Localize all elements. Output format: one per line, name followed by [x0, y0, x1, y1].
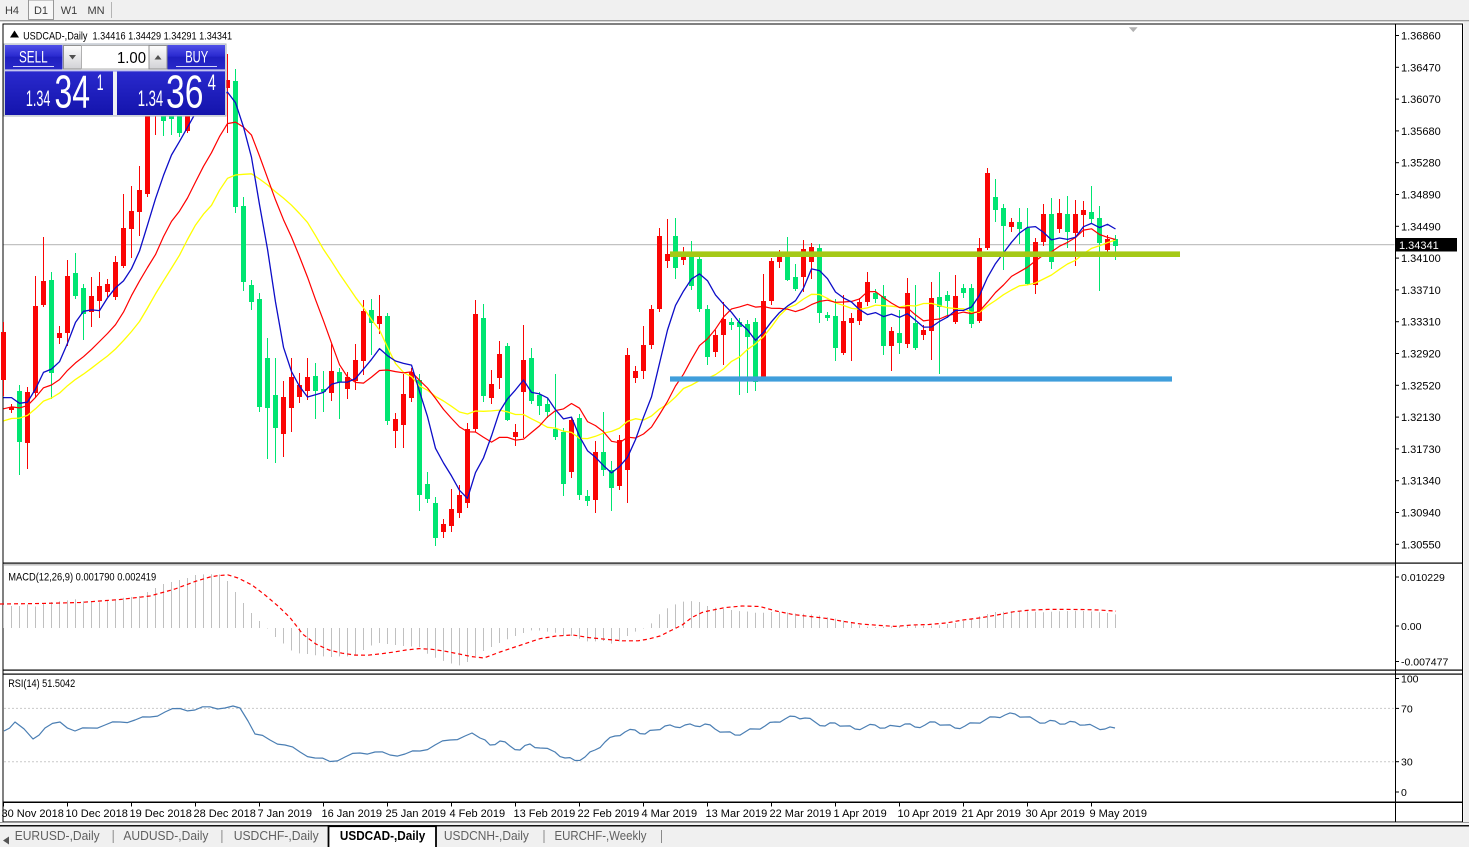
svg-text:1 Apr 2019: 1 Apr 2019 [834, 808, 887, 820]
svg-text:1.34890: 1.34890 [1401, 190, 1441, 202]
svg-text:RSI(14) 51.5042: RSI(14) 51.5042 [8, 678, 75, 690]
svg-text:USDCNH-,Daily: USDCNH-,Daily [444, 828, 530, 843]
svg-text:13 Feb 2019: 13 Feb 2019 [514, 808, 576, 820]
svg-text:1.32130: 1.32130 [1401, 412, 1441, 424]
svg-text:1.34100: 1.34100 [1401, 253, 1441, 265]
svg-text:1.33310: 1.33310 [1401, 317, 1441, 329]
svg-text:25 Jan 2019: 25 Jan 2019 [386, 808, 447, 820]
svg-text:7 Jan 2019: 7 Jan 2019 [258, 808, 312, 820]
svg-text:22 Mar 2019: 22 Mar 2019 [770, 808, 832, 820]
svg-text:28 Dec 2018: 28 Dec 2018 [194, 808, 256, 820]
svg-text:36: 36 [166, 66, 203, 118]
svg-text:USDCAD-,Daily 1.34416 1.34429: USDCAD-,Daily 1.34416 1.34429 1.34291 1.… [23, 31, 232, 43]
svg-text:MACD(12,26,9) 0.001790 0.00241: MACD(12,26,9) 0.001790 0.002419 [8, 572, 156, 584]
svg-text:1.34490: 1.34490 [1401, 221, 1441, 233]
svg-text:W1: W1 [61, 5, 78, 17]
svg-text:0.010229: 0.010229 [1401, 572, 1445, 584]
svg-text:D1: D1 [34, 5, 48, 17]
svg-text:19 Dec 2018: 19 Dec 2018 [130, 808, 192, 820]
svg-text:1.31730: 1.31730 [1401, 444, 1441, 456]
svg-text:4 Mar 2019: 4 Mar 2019 [642, 808, 698, 820]
svg-text:EURUSD-,Daily: EURUSD-,Daily [15, 828, 101, 843]
svg-text:30 Nov 2018: 30 Nov 2018 [2, 808, 64, 820]
svg-text:0: 0 [1401, 787, 1407, 799]
svg-text:H4: H4 [5, 5, 19, 17]
svg-text:10 Dec 2018: 10 Dec 2018 [66, 808, 128, 820]
svg-text:EURCHF-,Weekly: EURCHF-,Weekly [555, 828, 648, 843]
svg-text:30 Apr 2019: 30 Apr 2019 [1026, 808, 1085, 820]
svg-text:-0.007477: -0.007477 [1401, 657, 1448, 669]
svg-text:9 May 2019: 9 May 2019 [1090, 808, 1147, 820]
svg-text:1.00: 1.00 [117, 50, 146, 67]
svg-text:30: 30 [1401, 757, 1413, 769]
svg-text:BUY: BUY [185, 49, 208, 67]
svg-text:1.34: 1.34 [26, 86, 51, 111]
svg-text:1: 1 [97, 70, 104, 95]
svg-text:1.35280: 1.35280 [1401, 158, 1441, 170]
svg-text:70: 70 [1401, 703, 1413, 715]
svg-text:1.32520: 1.32520 [1401, 380, 1441, 392]
svg-text:1.30940: 1.30940 [1401, 508, 1441, 520]
svg-text:22 Feb 2019: 22 Feb 2019 [578, 808, 640, 820]
svg-text:1.33710: 1.33710 [1401, 285, 1441, 297]
svg-text:1.31340: 1.31340 [1401, 476, 1441, 488]
svg-text:USDCHF-,Daily: USDCHF-,Daily [234, 828, 320, 843]
svg-text:0.00: 0.00 [1401, 621, 1422, 633]
svg-text:USDCAD-,Daily: USDCAD-,Daily [340, 829, 425, 843]
svg-text:16 Jan 2019: 16 Jan 2019 [322, 808, 383, 820]
svg-text:SELL: SELL [19, 49, 48, 67]
svg-text:13 Mar 2019: 13 Mar 2019 [706, 808, 768, 820]
svg-text:34: 34 [55, 66, 91, 118]
svg-text:1.30550: 1.30550 [1401, 539, 1441, 551]
svg-text:4 Feb 2019: 4 Feb 2019 [450, 808, 506, 820]
svg-text:1.36470: 1.36470 [1401, 62, 1441, 74]
svg-text:10 Apr 2019: 10 Apr 2019 [898, 808, 957, 820]
svg-text:MN: MN [87, 5, 104, 17]
svg-text:100: 100 [1401, 674, 1419, 686]
svg-text:1.34341: 1.34341 [1399, 240, 1439, 252]
svg-text:21 Apr 2019: 21 Apr 2019 [962, 808, 1021, 820]
svg-text:1.35680: 1.35680 [1401, 126, 1441, 138]
svg-text:1.32920: 1.32920 [1401, 349, 1441, 361]
svg-text:4: 4 [208, 70, 216, 95]
svg-text:1.36070: 1.36070 [1401, 94, 1441, 106]
svg-text:AUDUSD-,Daily: AUDUSD-,Daily [123, 828, 209, 843]
svg-text:1.36860: 1.36860 [1401, 31, 1441, 43]
svg-text:1.34: 1.34 [138, 86, 164, 111]
